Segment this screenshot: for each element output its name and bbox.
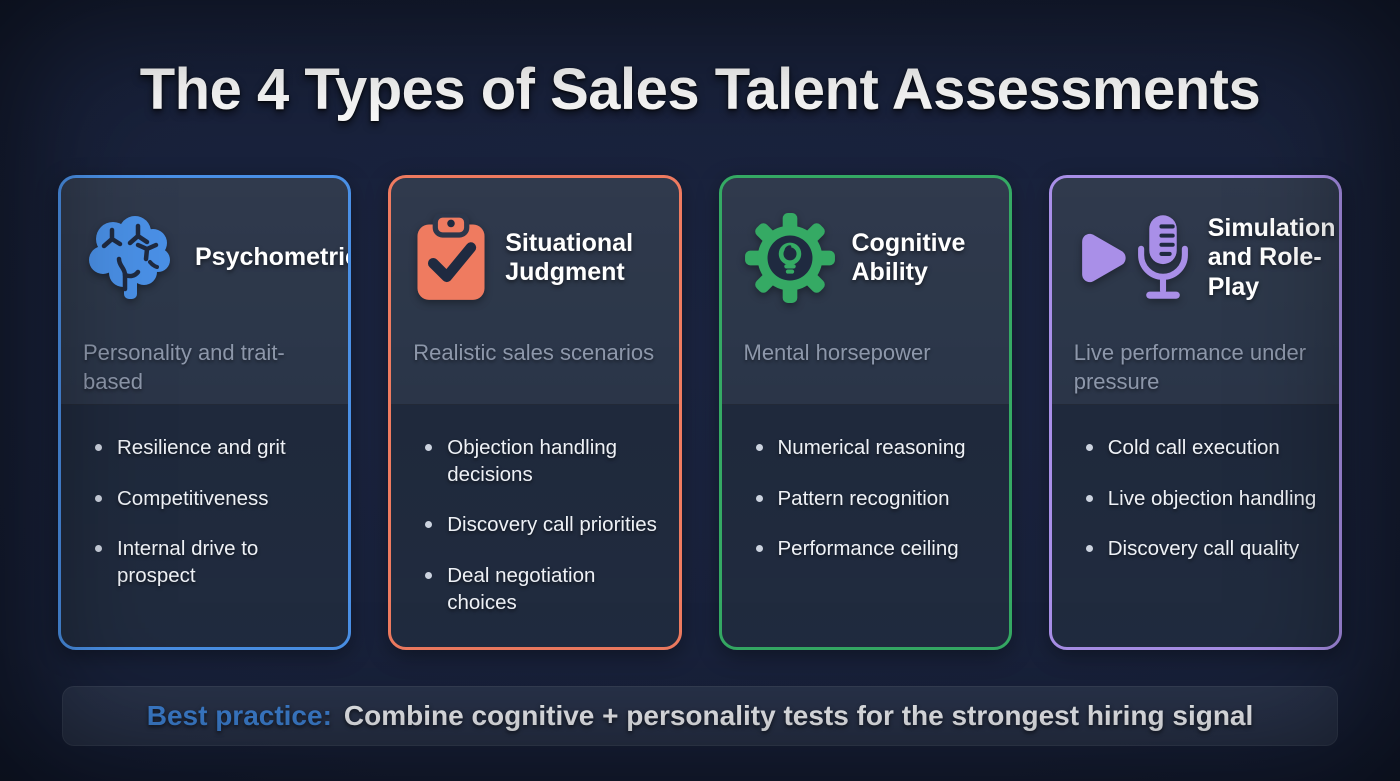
list-item: Pattern recognition xyxy=(755,486,989,513)
card-title: Simulation and Role-Play xyxy=(1207,213,1336,301)
clipboard-check-icon xyxy=(413,214,489,302)
bullet-dot-icon xyxy=(95,494,102,502)
list-item: Performance ceiling xyxy=(755,536,989,563)
list-item: Objection handling decisions xyxy=(425,435,658,488)
card-cognitive-ability: Cognitive Ability Mental horsepower Nume… xyxy=(718,175,1012,650)
bullet-dot-icon xyxy=(1085,494,1093,502)
card-bullets: Resilience and grit Competitiveness Inte… xyxy=(61,405,349,647)
card-header: Psychometric Personality and trait-based xyxy=(61,178,352,405)
page-title: The 4 Types of Sales Talent Assessments xyxy=(139,57,1261,122)
bullet-dot-icon xyxy=(755,444,763,451)
card-situational-judgment: Situational Judgment Realistic sales sce… xyxy=(388,175,682,650)
card-bullets: Numerical reasoning Pattern recognition … xyxy=(721,405,1009,647)
list-item: Numerical reasoning xyxy=(755,435,989,462)
bullet-dot-icon xyxy=(1085,545,1093,553)
list-item: Discovery call quality xyxy=(1085,536,1319,563)
list-item: Competitiveness xyxy=(95,486,328,513)
gear-lightbulb-icon xyxy=(744,212,836,304)
bullet-dot-icon xyxy=(95,545,102,553)
card-title: Psychometric xyxy=(195,243,352,272)
bullet-dot-icon xyxy=(425,444,433,451)
card-subtitle: Realistic sales scenarios xyxy=(413,340,655,365)
best-practice-banner: Best practice: Combine cognitive + perso… xyxy=(62,686,1338,746)
card-simulation-role-play: Simulation and Role-Play Live performanc… xyxy=(1048,175,1342,650)
bullet-dot-icon xyxy=(1085,444,1093,451)
card-header: Cognitive Ability Mental horsepower xyxy=(721,178,1009,405)
card-title: Situational Judgment xyxy=(505,228,634,287)
play-microphone-icon xyxy=(1074,211,1192,305)
card-bullets: Objection handling decisions Discovery c… xyxy=(391,405,679,647)
card-subtitle: Personality and trait-based xyxy=(83,340,285,395)
list-item: Discovery call priorities xyxy=(425,512,658,539)
list-item: Internal drive to prospect xyxy=(95,536,328,589)
list-item: Deal negotiation choices xyxy=(425,563,658,616)
bullet-dot-icon xyxy=(425,571,433,579)
card-header: Simulation and Role-Play Live performanc… xyxy=(1051,178,1339,405)
bullet-dot-icon xyxy=(425,521,433,529)
brain-icon xyxy=(83,215,179,301)
card-psychometric: Psychometric Personality and trait-based… xyxy=(58,175,352,650)
card-subtitle: Mental horsepower xyxy=(743,340,931,365)
list-item: Live objection handling xyxy=(1085,486,1319,513)
card-header: Situational Judgment Realistic sales sce… xyxy=(391,178,679,405)
card-bullets: Cold call execution Live objection handl… xyxy=(1051,405,1339,647)
list-item: Cold call execution xyxy=(1085,435,1319,462)
card-title: Cognitive Ability xyxy=(851,228,966,287)
best-practice-text: Combine cognitive + personality tests fo… xyxy=(343,700,1254,731)
best-practice-label: Best practice: xyxy=(146,700,332,731)
assessment-cards-row: Psychometric Personality and trait-based… xyxy=(58,175,1342,650)
list-item: Resilience and grit xyxy=(95,435,328,462)
bullet-dot-icon xyxy=(755,545,763,553)
bullet-dot-icon xyxy=(95,444,102,451)
bullet-dot-icon xyxy=(755,494,763,502)
card-subtitle: Live performance under pressure xyxy=(1073,340,1307,395)
